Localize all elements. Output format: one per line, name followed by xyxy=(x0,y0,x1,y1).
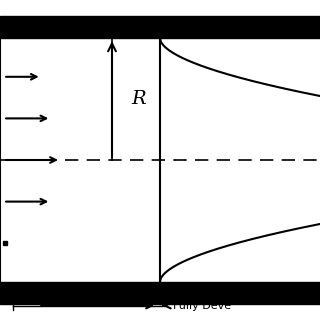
Text: Fully Deve: Fully Deve xyxy=(173,300,231,311)
Text: R: R xyxy=(131,90,146,108)
Text: $L_e$: $L_e$ xyxy=(54,284,72,304)
